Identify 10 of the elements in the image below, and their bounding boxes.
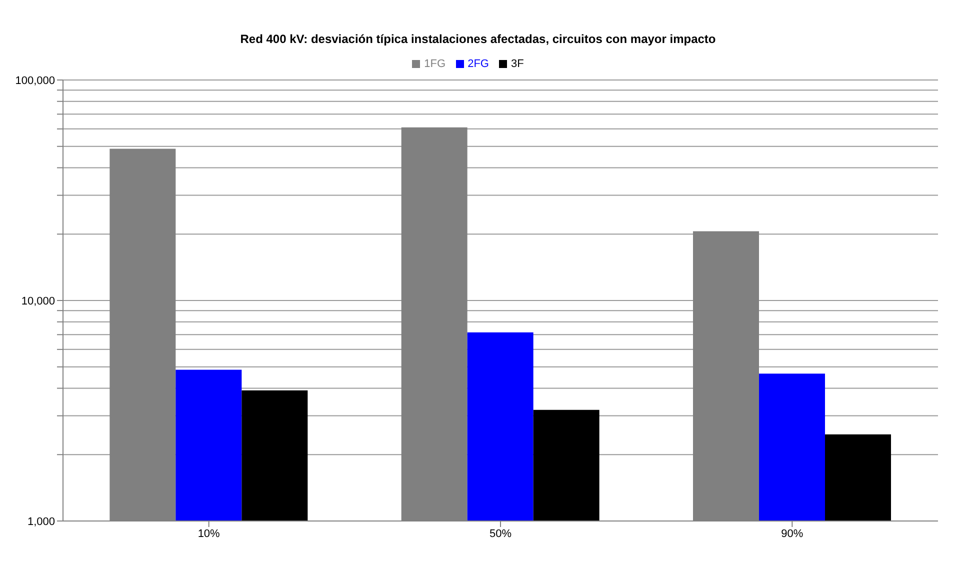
x-tick-label: 50% — [489, 528, 512, 540]
y-tick-label: 100,000 — [15, 74, 55, 87]
y-tick-label: 1,000 — [27, 516, 55, 528]
legend-label: 3F — [510, 58, 524, 70]
legend-label: 2FG — [468, 58, 489, 70]
x-tick-label: 10% — [198, 528, 220, 540]
y-tick-label: 10,000 — [21, 295, 55, 308]
x-tick-label: 90% — [781, 528, 804, 540]
chart-title: Red 400 kV: desviación típica instalaciones afectadas, circuitos con mayor impacto — [239, 32, 717, 48]
legend-label: 1FG — [424, 58, 446, 70]
